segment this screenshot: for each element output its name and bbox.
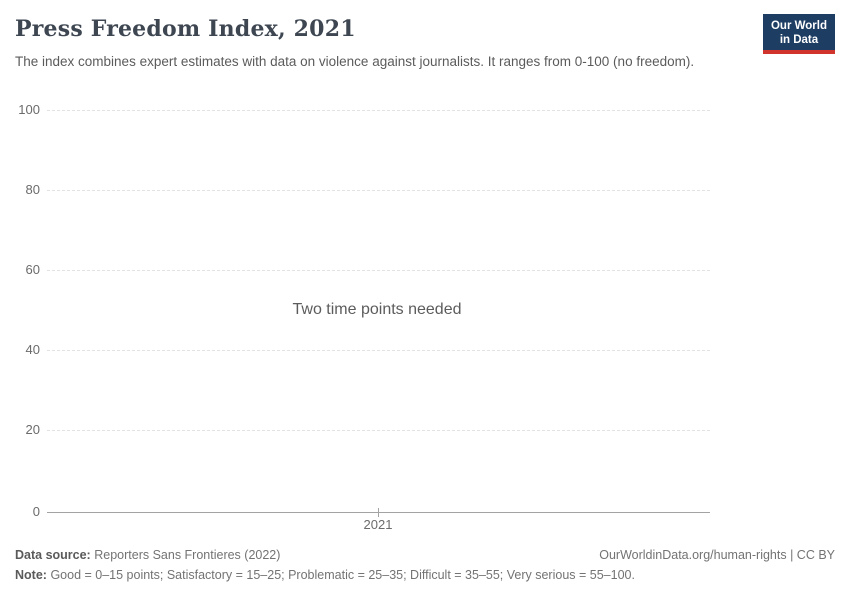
data-source: Data source: Reporters Sans Frontieres (… (15, 546, 280, 564)
gridline-100 (47, 110, 710, 111)
gridline-20 (47, 430, 710, 431)
y-tick-label: 100 (18, 102, 40, 117)
chart-subtitle: The index combines expert estimates with… (15, 54, 695, 69)
y-tick-label: 20 (25, 422, 40, 437)
owid-license-link[interactable]: OurWorldinData.org/human-rights | CC BY (599, 548, 835, 562)
chart-footer: Data source: Reporters Sans Frontieres (… (15, 546, 835, 584)
note-value: Good = 0–15 points; Satisfactory = 15–25… (50, 568, 635, 582)
note-label: Note: (15, 568, 47, 582)
x-tick-label: 2021 (363, 517, 393, 532)
chart-note: Note: Good = 0–15 points; Satisfactory =… (15, 566, 835, 584)
y-tick-label: 80 (25, 182, 40, 197)
gridline-40 (47, 350, 710, 351)
owid-logo-line2: in Data (779, 34, 819, 46)
empty-chart-message: Two time points needed (292, 301, 462, 318)
gridline-80 (47, 190, 710, 191)
owid-logo-line1: Our World (770, 20, 827, 32)
owid-logo: Our World in Data (762, 14, 835, 54)
page-title: Press Freedom Index, 2021 (15, 16, 356, 42)
y-tick-label: 0 (32, 504, 40, 519)
y-tick-label: 40 (25, 342, 40, 357)
gridline-60 (47, 270, 710, 271)
data-source-label: Data source: (15, 548, 91, 562)
x-tick-mark (378, 508, 379, 517)
data-source-value: Reporters Sans Frontieres (2022) (94, 548, 281, 562)
y-tick-label: 60 (25, 262, 40, 277)
